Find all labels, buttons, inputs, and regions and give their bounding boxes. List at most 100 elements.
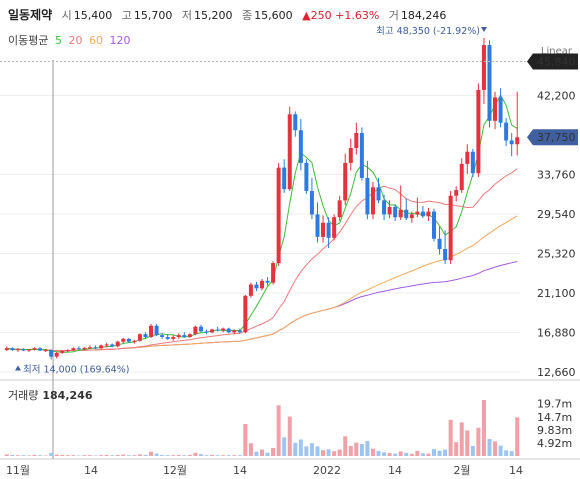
- volume-tick-label: 9.83m: [537, 424, 572, 437]
- volume-value: 184,246: [400, 9, 447, 22]
- candle-body: [337, 200, 342, 218]
- volume-bar: [271, 448, 276, 456]
- candle-body: [432, 211, 436, 239]
- volume-bar: [104, 454, 109, 456]
- candle-body: [382, 200, 387, 215]
- scale-mode-label[interactable]: Linear: [540, 46, 572, 57]
- candle-body: [309, 191, 314, 215]
- volume-bar: [43, 455, 48, 456]
- candle-body: [137, 334, 142, 341]
- volume-bar: [332, 451, 337, 456]
- current-price-badge: [527, 129, 578, 146]
- volume-bar: [237, 455, 242, 456]
- volume-bar: [221, 455, 226, 456]
- ma-120-label: 120: [109, 34, 131, 47]
- candle-body: [298, 130, 303, 163]
- volume-bar: [121, 454, 126, 456]
- candle-body: [470, 151, 475, 174]
- candle-body: [448, 195, 453, 261]
- volume-bar: [404, 452, 409, 456]
- volume-bar: [187, 454, 192, 456]
- low-value: 15,200: [194, 9, 233, 22]
- volume-bar: [26, 455, 31, 456]
- x-axis-labels: 11월 14 12월 14 2022 14 2월 14: [6, 464, 523, 477]
- volume-bar: [432, 449, 436, 456]
- volume-bar: [276, 405, 281, 456]
- volume-bar: [298, 439, 303, 456]
- candle-body: [15, 349, 20, 351]
- volume-bar: [476, 427, 481, 456]
- candle-body: [198, 326, 203, 332]
- volume-bar: [515, 417, 520, 456]
- y-tick-label: 42,200: [537, 90, 576, 103]
- y-tick-label: 33,760: [537, 169, 576, 182]
- volume-bar: [15, 455, 20, 456]
- volume-bar: [204, 455, 209, 456]
- candle-body: [409, 214, 414, 219]
- volume-bar: [193, 452, 198, 456]
- candle-body: [154, 325, 159, 336]
- candle-body: [282, 167, 287, 190]
- candle-body: [215, 329, 220, 331]
- volume-bar: [315, 446, 320, 456]
- candle-body: [221, 328, 226, 331]
- volume-bar: [321, 450, 326, 456]
- x-tick-label: 2월: [453, 464, 470, 477]
- candle-body: [260, 280, 264, 289]
- candle-body: [65, 350, 70, 352]
- volume-bar: [132, 455, 137, 456]
- candle-body: [276, 167, 281, 264]
- candle-body: [354, 132, 359, 148]
- volume-bar: [154, 453, 159, 456]
- quote-header: 일동제약 시 15,400 고 15,700 저 15,200 종 15,600 ▲25…: [8, 6, 452, 23]
- candle-body: [348, 147, 353, 163]
- candle-body: [359, 132, 364, 178]
- volume-tick-label: 4.92m: [537, 437, 572, 450]
- volume-bar: [21, 455, 26, 456]
- volume-bar: [354, 442, 359, 456]
- candle-body: [149, 325, 154, 338]
- candle-body: [232, 330, 237, 333]
- x-tick-label: 14: [509, 464, 523, 477]
- candle-body: [332, 217, 337, 238]
- candle-body: [504, 122, 509, 141]
- candle-body: [143, 334, 148, 338]
- moving-average-legend[interactable]: 이동평균 5 20 60 120: [8, 32, 133, 48]
- candle-body: [387, 206, 392, 215]
- volume-bar: [437, 450, 442, 456]
- volume-bar: [210, 454, 215, 456]
- candle-body: [76, 348, 81, 350]
- volume-bar: [171, 455, 176, 456]
- y-tick-label: 12,660: [537, 366, 576, 379]
- open-value: 15,400: [73, 9, 113, 22]
- volume-bar: [160, 454, 165, 456]
- volume-bar: [326, 449, 331, 456]
- volume-bar: [487, 438, 492, 456]
- volume-bar: [387, 453, 392, 456]
- stock-name: 일동제약: [8, 8, 53, 22]
- volume-bar: [176, 454, 181, 456]
- candle-body: [476, 89, 481, 174]
- volume-label: 거: [388, 9, 399, 22]
- min-marker: [15, 365, 21, 371]
- candle-body: [26, 349, 31, 351]
- candle-body: [426, 211, 431, 217]
- candle-body: [99, 345, 104, 349]
- x-tick-label: 11월: [6, 464, 30, 477]
- volume-bar: [110, 455, 115, 456]
- high-price-badge: [527, 53, 578, 70]
- volume-bar: [304, 446, 309, 456]
- ma-20-line: [6, 168, 518, 352]
- volume-bar: [376, 450, 381, 456]
- min-price-annotation: 최저 14,000 (169.64%): [23, 364, 129, 375]
- high-value: 15,700: [133, 9, 173, 22]
- moving-average-lines: [6, 94, 518, 353]
- volume-bar: [226, 455, 231, 456]
- candle-body: [437, 238, 442, 250]
- volume-bar: [248, 443, 253, 456]
- volume-bar: [10, 454, 15, 456]
- volume-bar: [149, 451, 154, 456]
- volume-bar: [198, 454, 203, 456]
- y-tick-label: 29,540: [537, 208, 576, 221]
